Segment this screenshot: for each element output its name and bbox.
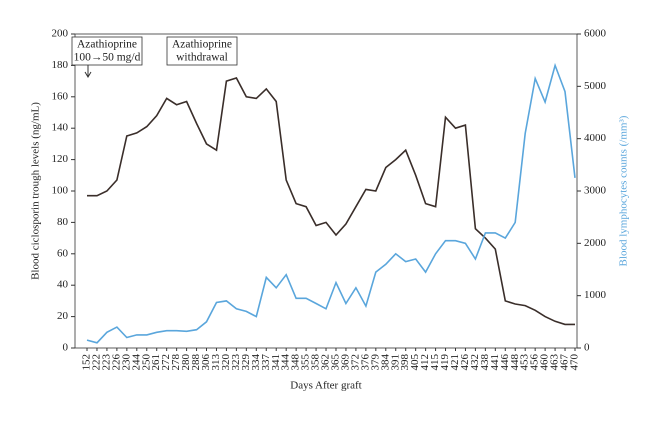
x-tick-label: 341	[270, 354, 282, 371]
y2-tick-label: 6000	[584, 28, 607, 40]
series-line	[86, 62, 576, 344]
x-tick-label: 419	[439, 354, 451, 371]
annotation-text: 100→50 mg/d	[74, 52, 141, 64]
x-tick-label: 448	[509, 354, 521, 371]
y-tick-label: 80	[57, 216, 69, 228]
x-tick-label: 230	[120, 354, 132, 371]
y2-tick-label: 3000	[584, 185, 607, 197]
annotation-text: withdrawal	[176, 52, 228, 64]
y-tick-label: 140	[52, 122, 69, 134]
y-tick-label: 180	[52, 59, 69, 71]
x-tick-label: 369	[339, 354, 351, 371]
x-tick-label: 391	[389, 354, 401, 371]
x-tick-label: 412	[419, 354, 431, 371]
y-tick-label: 20	[57, 310, 69, 322]
x-tick-label: 463	[549, 354, 561, 371]
y-tick-label: 40	[57, 279, 69, 291]
x-tick-label: 379	[369, 354, 381, 371]
x-tick-label: 226	[110, 354, 122, 371]
y-tick-label: 120	[52, 153, 69, 165]
x-tick-label: 244	[130, 354, 142, 371]
y2-tick-label: 5000	[584, 80, 607, 92]
x-tick-label: 358	[310, 354, 322, 371]
annotation-text: Azathioprine	[172, 39, 232, 51]
x-tick-label: 362	[320, 354, 332, 371]
x-tick-label: 384	[379, 354, 391, 371]
x-tick-label: 320	[220, 354, 232, 371]
y-tick-label: 160	[52, 90, 69, 102]
annotation-box	[166, 36, 238, 66]
x-tick-label: 323	[230, 354, 242, 371]
plot-frame	[74, 33, 578, 349]
x-tick-label: 426	[459, 354, 471, 371]
y2-axis-label: Blood lymphocytes counts (/mm³)	[618, 115, 630, 266]
x-tick-label: 152	[81, 354, 93, 371]
y2-tick-label: 4000	[584, 132, 607, 144]
x-tick-label: 470	[569, 354, 581, 371]
x-tick-label: 278	[170, 354, 182, 371]
x-tick-label: 313	[210, 354, 222, 371]
x-tick-label: 421	[449, 354, 461, 371]
y2-tick-label: 1000	[584, 289, 607, 301]
x-tick-label: 460	[539, 354, 551, 371]
x-tick-label: 405	[409, 354, 421, 371]
x-tick-label: 467	[559, 354, 571, 371]
x-tick-label: 432	[469, 354, 481, 371]
x-tick-label: 365	[330, 354, 342, 371]
x-tick-label: 441	[489, 354, 501, 371]
y-axis-label: Blood ciclosporin trough levels (ng/mL)	[30, 102, 42, 280]
series-line	[87, 77, 575, 326]
y-tick-label: 100	[52, 185, 69, 197]
x-tick-label: 453	[519, 354, 531, 371]
x-tick-label: 223	[100, 354, 112, 371]
x-tick-label: 334	[250, 354, 262, 371]
y-tick-label: 0	[63, 342, 69, 354]
annotation-box	[71, 36, 143, 66]
x-tick-label: 376	[359, 354, 371, 371]
x-tick-label: 348	[290, 354, 302, 371]
x-tick-label: 372	[349, 354, 361, 371]
x-tick-label: 280	[180, 354, 192, 371]
x-tick-label: 456	[529, 354, 541, 371]
x-tick-label: 438	[479, 354, 491, 371]
x-axis-label: Days After graft	[290, 380, 361, 392]
x-tick-label: 329	[240, 354, 252, 371]
x-tick-label: 415	[429, 354, 441, 371]
x-tick-label: 337	[260, 354, 272, 371]
x-tick-label: 222	[90, 354, 102, 371]
x-tick-label: 398	[399, 354, 411, 371]
y-tick-label: 60	[57, 247, 69, 259]
x-tick-label: 344	[280, 354, 292, 371]
x-tick-label: 306	[200, 354, 212, 371]
x-tick-label: 288	[190, 354, 202, 371]
x-tick-label: 446	[499, 354, 511, 371]
annotation-text: Azathioprine	[77, 39, 137, 51]
y-tick-label: 200	[52, 28, 69, 40]
y2-tick-label: 2000	[584, 237, 607, 249]
annotation-arrowhead	[84, 71, 92, 78]
x-tick-label: 250	[140, 354, 152, 371]
x-tick-label: 272	[160, 354, 172, 371]
x-tick-label: 355	[300, 354, 312, 371]
y2-tick-label: 0	[584, 342, 590, 354]
x-tick-label: 261	[150, 354, 162, 371]
